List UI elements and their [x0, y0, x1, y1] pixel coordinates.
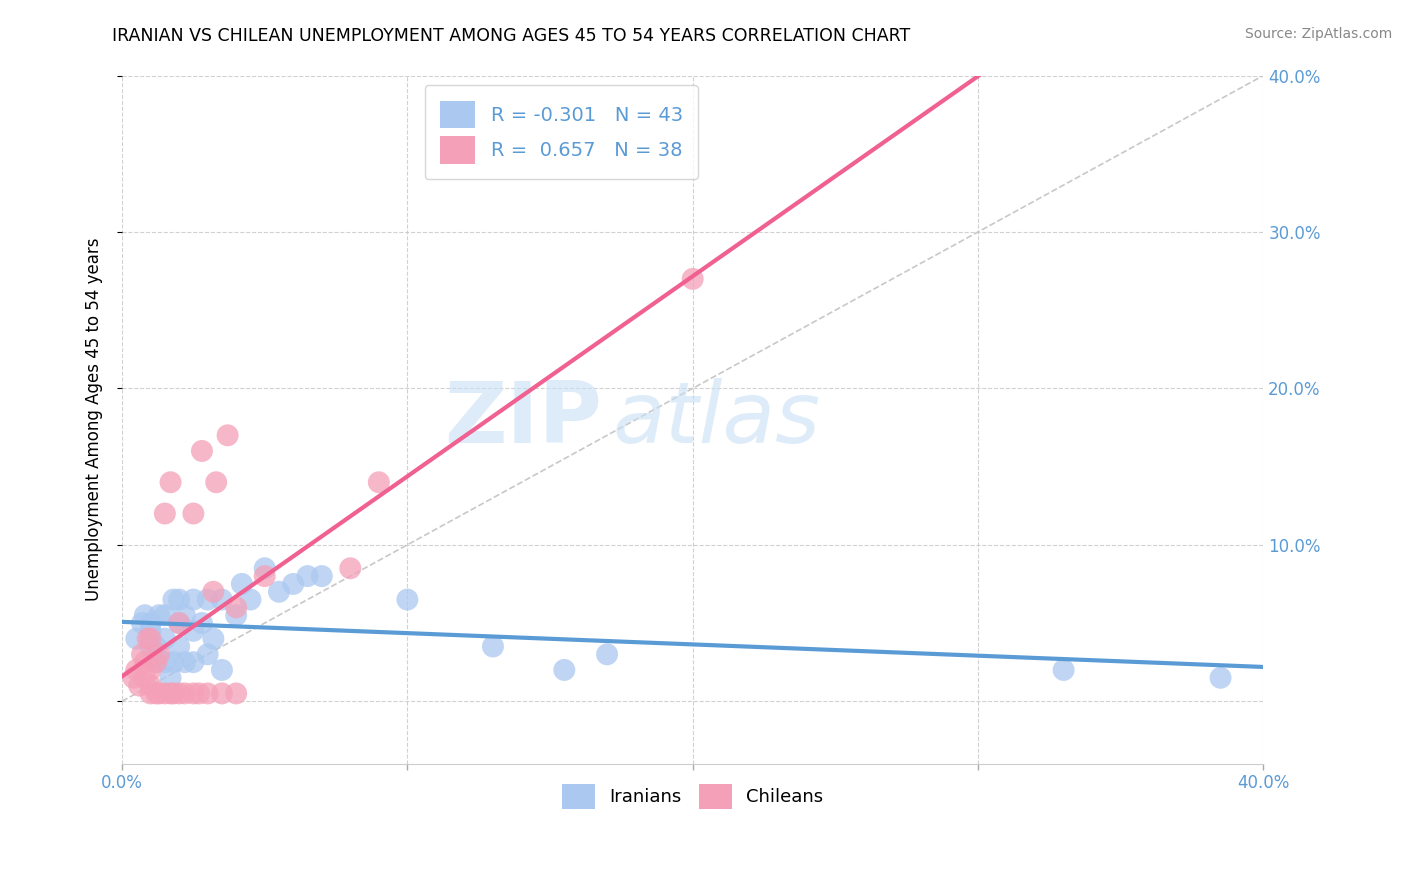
Point	[482, 640, 505, 654]
Point	[202, 584, 225, 599]
Point	[1052, 663, 1074, 677]
Point	[131, 615, 153, 630]
Point	[162, 686, 184, 700]
Point	[205, 475, 228, 490]
Point	[134, 608, 156, 623]
Point	[311, 569, 333, 583]
Point	[183, 592, 205, 607]
Point	[128, 679, 150, 693]
Point	[217, 428, 239, 442]
Point	[153, 632, 176, 646]
Point	[283, 577, 305, 591]
Point	[145, 655, 167, 669]
Point	[225, 686, 247, 700]
Point	[267, 584, 290, 599]
Point	[148, 648, 170, 662]
Point	[191, 444, 214, 458]
Point	[183, 655, 205, 669]
Point	[211, 592, 233, 607]
Point	[134, 671, 156, 685]
Point	[197, 592, 219, 607]
Point	[1209, 671, 1232, 685]
Point	[122, 671, 145, 685]
Point	[153, 507, 176, 521]
Point	[339, 561, 361, 575]
Point	[148, 608, 170, 623]
Point	[239, 592, 262, 607]
Y-axis label: Unemployment Among Ages 45 to 54 years: Unemployment Among Ages 45 to 54 years	[86, 238, 103, 601]
Point	[682, 272, 704, 286]
Point	[211, 686, 233, 700]
Point	[139, 663, 162, 677]
Point	[153, 686, 176, 700]
Point	[197, 648, 219, 662]
Point	[596, 648, 619, 662]
Point	[131, 648, 153, 662]
Point	[253, 569, 276, 583]
Point	[167, 686, 190, 700]
Point	[162, 655, 184, 669]
Point	[183, 686, 205, 700]
Point	[197, 686, 219, 700]
Point	[134, 655, 156, 669]
Point	[159, 671, 181, 685]
Text: ZIP: ZIP	[444, 378, 602, 461]
Point	[125, 663, 148, 677]
Point	[136, 632, 159, 646]
Point	[173, 655, 195, 669]
Point	[167, 592, 190, 607]
Point	[183, 507, 205, 521]
Point	[183, 624, 205, 638]
Text: IRANIAN VS CHILEAN UNEMPLOYMENT AMONG AGES 45 TO 54 YEARS CORRELATION CHART: IRANIAN VS CHILEAN UNEMPLOYMENT AMONG AG…	[112, 27, 911, 45]
Point	[148, 686, 170, 700]
Point	[139, 679, 162, 693]
Point	[159, 475, 181, 490]
Point	[125, 632, 148, 646]
Point	[159, 686, 181, 700]
Point	[211, 663, 233, 677]
Point	[253, 561, 276, 575]
Point	[553, 663, 575, 677]
Text: Source: ZipAtlas.com: Source: ZipAtlas.com	[1244, 27, 1392, 41]
Point	[191, 615, 214, 630]
Point	[396, 592, 419, 607]
Text: atlas: atlas	[613, 378, 821, 461]
Point	[167, 640, 190, 654]
Point	[145, 686, 167, 700]
Point	[145, 655, 167, 669]
Point	[162, 592, 184, 607]
Point	[225, 608, 247, 623]
Legend: Iranians, Chileans: Iranians, Chileans	[547, 769, 838, 823]
Point	[225, 600, 247, 615]
Point	[231, 577, 253, 591]
Point	[202, 632, 225, 646]
Point	[139, 615, 162, 630]
Point	[145, 640, 167, 654]
Point	[297, 569, 319, 583]
Point	[173, 608, 195, 623]
Point	[139, 686, 162, 700]
Point	[153, 608, 176, 623]
Point	[188, 686, 211, 700]
Point	[167, 615, 190, 630]
Point	[173, 686, 195, 700]
Point	[367, 475, 389, 490]
Point	[139, 624, 162, 638]
Point	[167, 615, 190, 630]
Point	[139, 632, 162, 646]
Point	[153, 655, 176, 669]
Point	[139, 640, 162, 654]
